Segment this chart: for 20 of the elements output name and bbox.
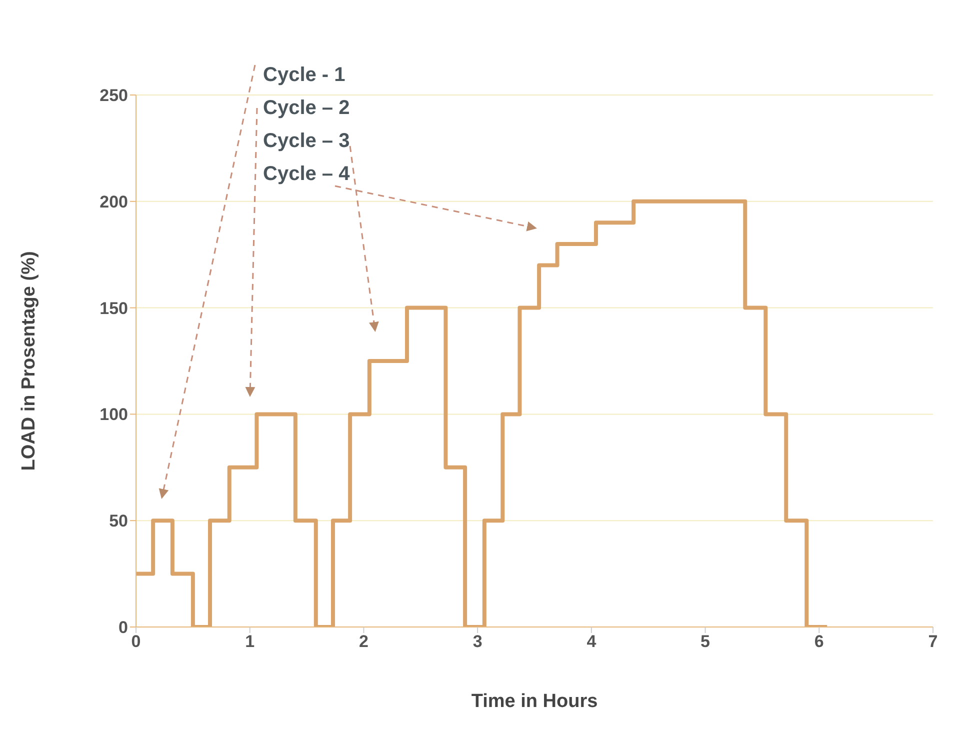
- annotation: Cycle – 4: [263, 163, 351, 185]
- y-tick-label: 0: [118, 618, 128, 638]
- y-tick-label: 150: [100, 298, 128, 318]
- y-tick-label: 250: [100, 86, 128, 106]
- y-tick-label: 50: [109, 512, 128, 531]
- x-tick-label: 1: [245, 632, 255, 652]
- x-tick-label: 6: [814, 632, 824, 652]
- text: Cycle - 1: [263, 64, 346, 86]
- annotation: Cycle – 2: [263, 97, 350, 119]
- x-tick-label: 2: [358, 632, 368, 652]
- x-tick-label: 4: [586, 632, 597, 652]
- annotation: Cycle – 3: [263, 130, 350, 152]
- y-tick-label: 200: [100, 192, 128, 212]
- y-axis-title: LOAD in Prosentage (%): [18, 251, 40, 471]
- x-tick-label: 0: [131, 632, 141, 652]
- x-tick-label: 7: [928, 632, 938, 652]
- y-tick-label: 100: [100, 405, 128, 424]
- x-axis-title: Time in Hours: [471, 691, 598, 712]
- x-tick-label: 5: [700, 632, 710, 652]
- x-tick-label: 3: [472, 632, 482, 652]
